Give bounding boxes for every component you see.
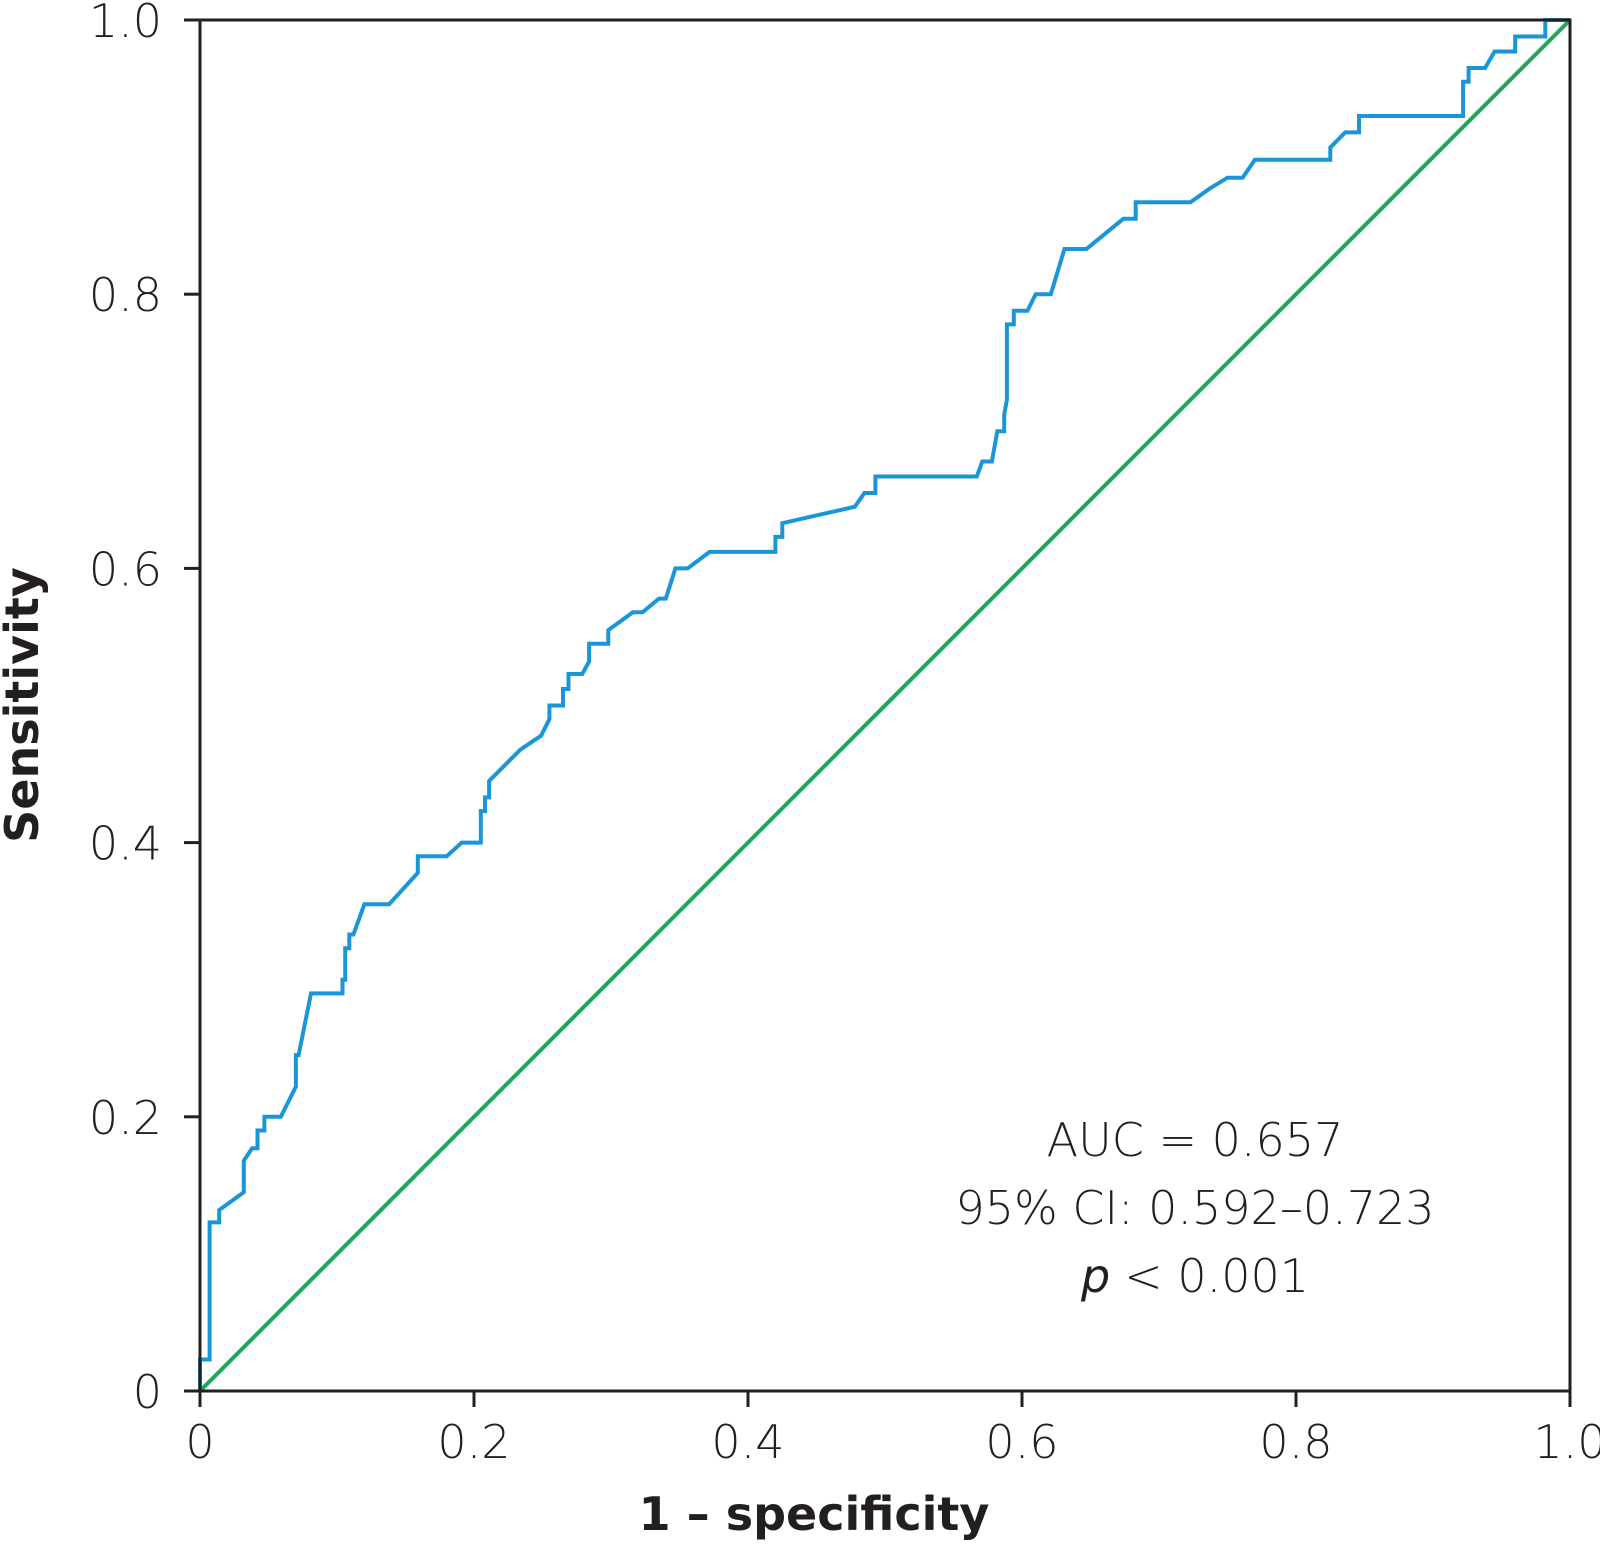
- plot-area: [198, 18, 1572, 1393]
- plot-frame: [198, 18, 1572, 1393]
- x-axis-title: 1 – specificity: [639, 1487, 990, 1541]
- y-tick-label: 0: [133, 1365, 162, 1419]
- y-tick-label: 0.2: [89, 1091, 162, 1145]
- x-tick-label: 0.6: [985, 1415, 1058, 1469]
- auc-annotation: AUC = 0.657: [1047, 1113, 1344, 1167]
- roc-curve-line: [198, 18, 1570, 1391]
- y-axis-title: Sensitivity: [0, 567, 49, 843]
- reference-diagonal-line: [198, 18, 1572, 1393]
- p-symbol: p: [1080, 1249, 1110, 1303]
- x-tick-label: 1.0: [1533, 1415, 1600, 1469]
- y-tick-label: 1.0: [89, 0, 162, 48]
- p-value: < 0.001: [1124, 1249, 1309, 1303]
- y-tick-label: 0.4: [89, 817, 162, 871]
- x-tick-label: 0: [185, 1415, 214, 1469]
- y-tick-label: 0.8: [89, 268, 162, 322]
- x-tick-label: 0.4: [711, 1415, 784, 1469]
- x-tick-label: 0.2: [437, 1415, 510, 1469]
- p-value-annotation: p < 0.001: [1080, 1249, 1309, 1303]
- axes: 0 0.2 0.4 0.6 0.8 1.0 0 0.2 0.4 0.6 0.8 1.0: [89, 0, 1600, 1469]
- x-tick-label: 0.8: [1259, 1415, 1332, 1469]
- ci-annotation: 95% CI: 0.592–0.723: [955, 1181, 1434, 1235]
- y-tick-label: 0.6: [89, 542, 162, 596]
